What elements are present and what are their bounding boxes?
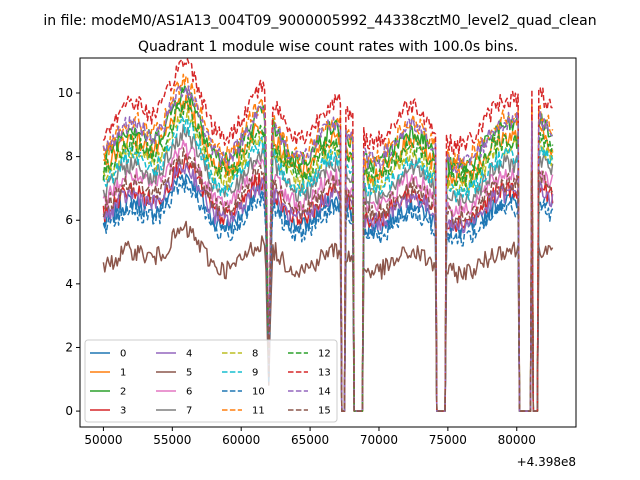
series-line-9 <box>102 115 554 412</box>
legend-label-5: 5 <box>186 368 192 379</box>
series-line-5 <box>102 220 554 412</box>
y-tick-label: 4 <box>65 277 73 291</box>
series-line-10 <box>102 179 554 412</box>
legend-label-10: 10 <box>252 387 265 398</box>
y-tick-label: 0 <box>65 404 73 418</box>
series-line-6 <box>102 139 554 412</box>
legend-label-7: 7 <box>186 406 192 417</box>
legend-label-11: 11 <box>252 406 265 417</box>
y-tick-label: 8 <box>65 150 73 164</box>
legend-label-2: 2 <box>120 387 126 398</box>
legend-label-15: 15 <box>318 406 331 417</box>
legend-label-0: 0 <box>120 349 126 360</box>
x-tick-label: 70000 <box>360 433 398 447</box>
y-tick-label: 2 <box>65 340 73 354</box>
series-line-13 <box>102 58 553 412</box>
legend-label-1: 1 <box>120 368 126 379</box>
series-line-4 <box>102 160 554 412</box>
series-line-15 <box>102 147 554 412</box>
legend-label-3: 3 <box>120 406 126 417</box>
x-tick-label: 80000 <box>498 433 536 447</box>
figure-suptitle: in file: modeM0/AS1A13_004T09_9000005992… <box>43 13 596 29</box>
y-tick-label: 10 <box>58 86 73 100</box>
legend-label-6: 6 <box>186 387 192 398</box>
x-tick-label: 65000 <box>291 433 329 447</box>
legend-label-4: 4 <box>186 349 192 360</box>
legend-label-14: 14 <box>318 387 331 398</box>
chart-title: Quadrant 1 module wise count rates with … <box>138 39 518 55</box>
series-line-7 <box>102 123 554 412</box>
series-line-14 <box>102 84 553 412</box>
x-offset-label: +4.398e8 <box>517 455 576 469</box>
legend-label-13: 13 <box>318 368 331 379</box>
legend-label-12: 12 <box>318 349 331 360</box>
y-tick-label: 6 <box>65 213 73 227</box>
plot-series <box>102 58 554 412</box>
x-tick-label: 75000 <box>429 433 467 447</box>
series-line-12 <box>102 100 554 412</box>
x-axis: 50000 55000 60000 65000 70000 75000 80000 <box>84 427 536 447</box>
y-axis: 0 2 4 6 8 10 <box>58 86 80 418</box>
legend-label-8: 8 <box>252 349 258 360</box>
x-tick-label: 50000 <box>84 433 122 447</box>
legend-label-9: 9 <box>252 368 258 379</box>
plot-frame <box>79 57 577 428</box>
x-tick-label: 60000 <box>222 433 260 447</box>
legend-box <box>84 339 338 423</box>
x-tick-label: 55000 <box>153 433 191 447</box>
